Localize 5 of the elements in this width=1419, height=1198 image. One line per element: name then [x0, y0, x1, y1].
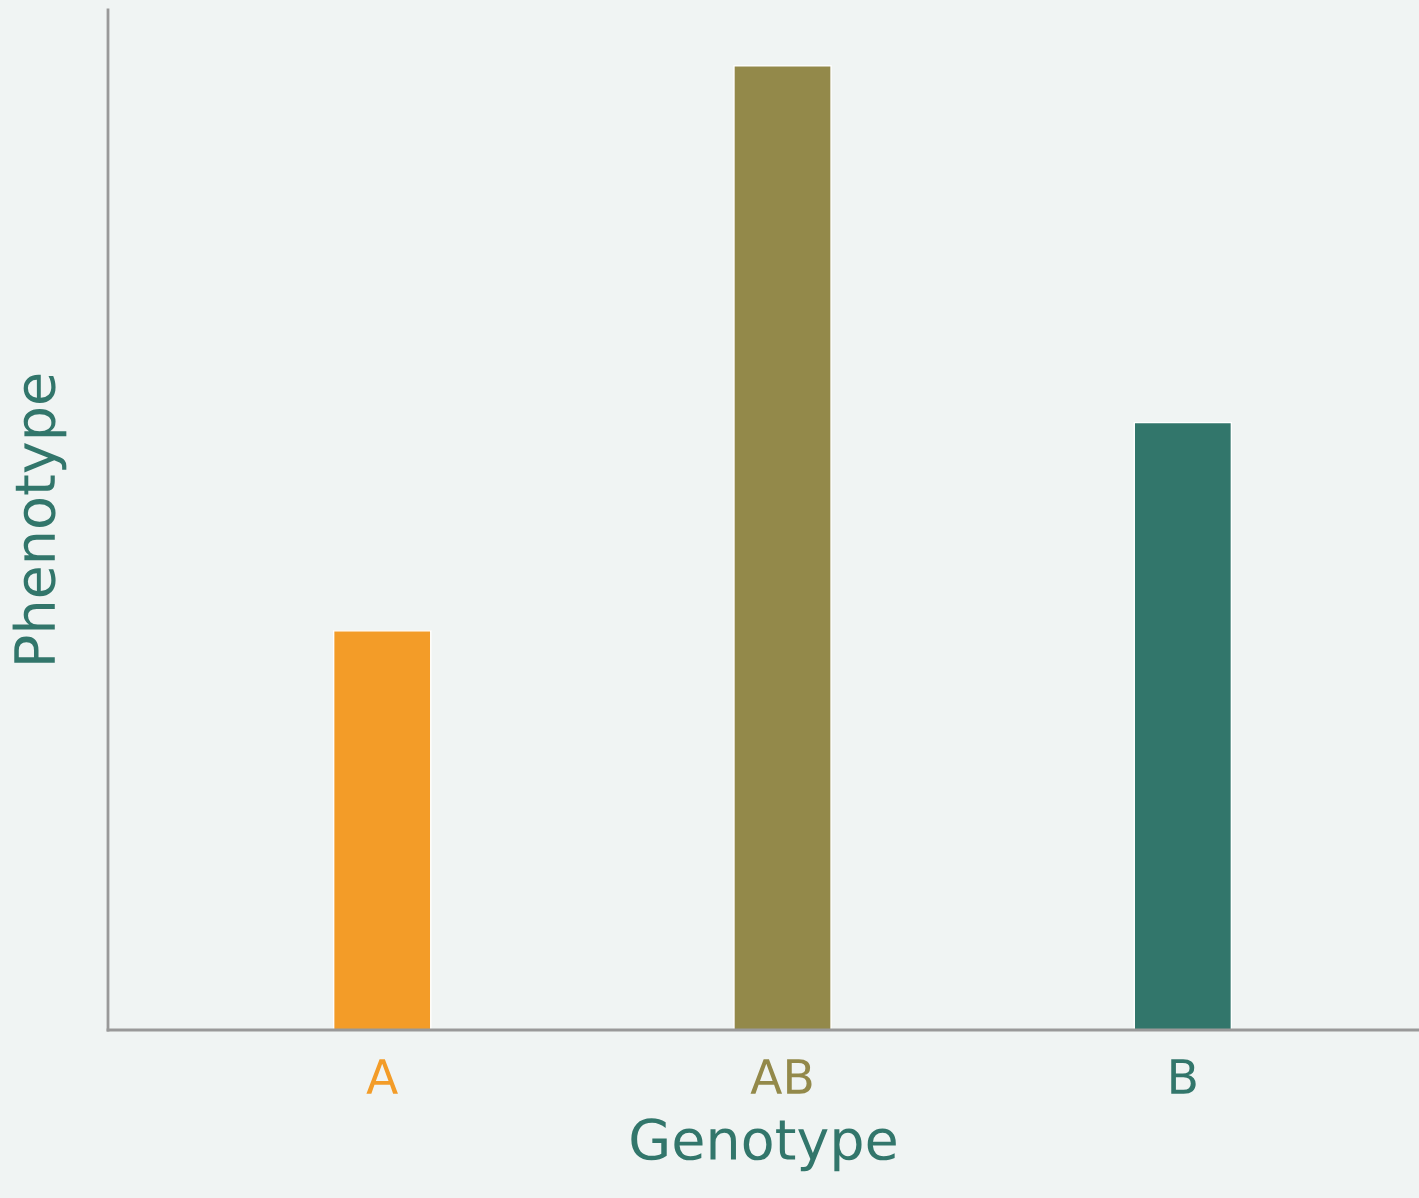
x-tick-label: AB	[750, 1059, 812, 1094]
x-axis-title: Genotype	[631, 1118, 896, 1172]
x-tick-label: B	[1171, 1059, 1196, 1094]
y-axis-title: Phenotype	[12, 374, 67, 663]
x-tick-label: A	[366, 1059, 398, 1094]
